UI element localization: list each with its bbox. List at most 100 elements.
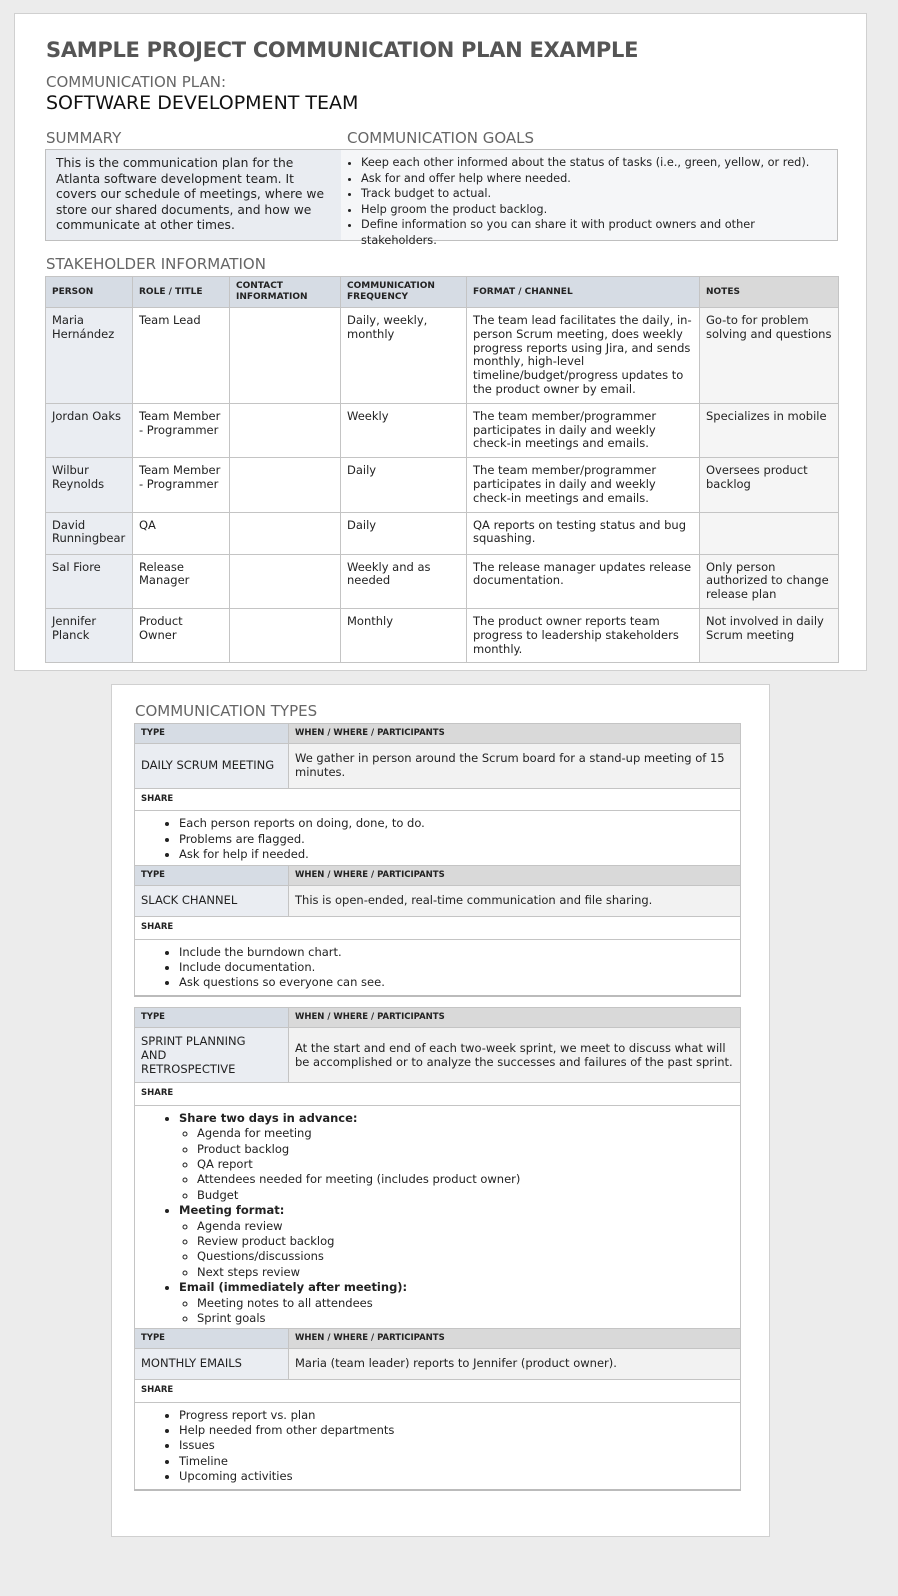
when-cell: Maria (team leader) reports to Jennifer … (288, 1348, 741, 1380)
type-header: TYPE (134, 1328, 289, 1349)
when-cell: We gather in person around the Scrum boa… (288, 743, 741, 789)
share-row: SHARE (134, 787, 741, 812)
share-list: Share two days in advance:Agenda for mee… (179, 1111, 734, 1327)
table-cell (229, 457, 341, 513)
share-group: Meeting format:Agenda reviewReview produ… (179, 1203, 734, 1280)
table-cell (229, 402, 341, 459)
goal-item: Track budget to actual. (361, 186, 829, 202)
share-group: Email (immediately after meeting):Meetin… (179, 1280, 734, 1326)
share-subitem: Product backlog (197, 1142, 734, 1157)
table-cell (229, 553, 341, 609)
type-cell: DAILY SCRUM MEETING (134, 743, 289, 789)
subtitle-label: COMMUNICATION PLAN: (46, 73, 227, 91)
table-row: David Runningbear QA Daily QA reports on te… (45, 511, 839, 555)
share-subitem: Meeting notes to all attendees (197, 1296, 734, 1311)
comm-type-block: TYPE WHEN / WHERE / PARTICIPANTS SPRINT PL… (134, 1007, 741, 1333)
share-item: Issues (179, 1438, 734, 1453)
share-subitem: QA report (197, 1157, 734, 1172)
when-header: WHEN / WHERE / PARTICIPANTS (288, 1328, 741, 1349)
table-cell: Jordan Oaks (45, 402, 133, 459)
when-cell: At the start and end of each two-week sp… (288, 1027, 741, 1083)
table-cell: Wilbur Reynolds (45, 457, 133, 513)
column-header: PERSON (45, 276, 133, 308)
type-row: DAILY SCRUM MEETING We gather in person a… (134, 743, 741, 789)
table-cell: Specializes in mobile (699, 402, 839, 459)
column-header: NOTES (699, 276, 839, 308)
type-header: TYPE (134, 1007, 289, 1028)
table-row: Maria Hernández Team Lead Daily, weekly, m… (45, 307, 839, 404)
share-subitem: Agenda review (197, 1219, 734, 1234)
table-cell: Product Owner (132, 607, 230, 664)
share-list-cell: Include the burndown chart.Include docum… (134, 938, 741, 997)
table-cell: Team Member - Programmer (132, 457, 230, 513)
subtitle: SOFTWARE DEVELOPMENT TEAM (46, 92, 359, 114)
header-row: TYPE WHEN / WHERE / PARTICIPANTS (134, 1007, 741, 1028)
table-cell: The release manager updates release docu… (466, 553, 700, 609)
type-row: SPRINT PLANNING AND RETROSPECTIVE At the … (134, 1027, 741, 1083)
type-cell: MONTHLY EMAILS (134, 1348, 289, 1380)
share-group: Share two days in advance:Agenda for mee… (179, 1111, 734, 1203)
comm-type-block: TYPE WHEN / WHERE / PARTICIPANTS MONTHLY E… (134, 1328, 741, 1491)
share-label: SHARE (134, 915, 741, 940)
share-subitem: Agenda for meeting (197, 1126, 734, 1141)
goal-item: Ask for and offer help where needed. (361, 171, 829, 187)
table-cell: Go-to for problem solving and questions (699, 307, 839, 404)
share-list: Include the burndown chart.Include docum… (179, 945, 734, 991)
when-header: WHEN / WHERE / PARTICIPANTS (288, 1007, 741, 1028)
share-subitem: Review product backlog (197, 1234, 734, 1249)
type-cell: SLACK CHANNEL (134, 885, 289, 917)
type-header: TYPE (134, 723, 289, 744)
stakeholder-table: PERSON ROLE / TITLE CONTACT INFORMATION COM… (45, 276, 839, 664)
share-list-row: Include the burndown chart.Include docum… (134, 938, 741, 997)
header-row: TYPE WHEN / WHERE / PARTICIPANTS (134, 723, 741, 744)
share-subitem: Budget (197, 1188, 734, 1203)
table-cell: The team member/programmer participates … (466, 402, 700, 459)
column-header: ROLE / TITLE (132, 276, 230, 308)
share-label: SHARE (134, 787, 741, 812)
goal-item: Keep each other informed about the statu… (361, 155, 829, 171)
table-cell (699, 511, 839, 555)
share-subitem: Next steps review (197, 1265, 734, 1280)
share-list-row: Share two days in advance:Agenda for mee… (134, 1104, 741, 1333)
column-header: COMMUNICATION FREQUENCY (340, 276, 467, 308)
goals-box: Keep each other informed about the statu… (341, 149, 838, 247)
page-2: COMMUNICATION TYPES TYPE WHEN / WHERE / P… (111, 684, 770, 1537)
table-cell: Sal Fiore (45, 553, 133, 609)
table-cell: Daily (340, 457, 467, 513)
goal-item: Help groom the product backlog. (361, 202, 829, 218)
summary-heading: SUMMARY (46, 129, 122, 147)
table-row: Wilbur Reynolds Team Member - Programmer D… (45, 457, 839, 513)
share-item: Include the burndown chart. (179, 945, 734, 960)
table-cell (229, 307, 341, 404)
comm-type-table: TYPE WHEN / WHERE / PARTICIPANTS SPRINT PL… (134, 1007, 741, 1333)
share-label: SHARE (134, 1082, 741, 1106)
table-cell: The team member/programmer participates … (466, 457, 700, 513)
goals-list: Keep each other informed about the statu… (349, 155, 829, 248)
share-item: Progress report vs. plan (179, 1408, 734, 1423)
when-cell: This is open-ended, real-time communicat… (288, 885, 741, 917)
share-item: Problems are flagged. (179, 832, 734, 847)
table-cell: Only person authorized to change release… (699, 553, 839, 609)
goals-heading: COMMUNICATION GOALS (347, 129, 535, 147)
goal-item: Define information so you can share it w… (361, 217, 829, 248)
when-header: WHEN / WHERE / PARTICIPANTS (288, 865, 741, 886)
share-group-label: Meeting format: (179, 1203, 285, 1218)
table-cell: Monthly (340, 607, 467, 664)
table-cell: Oversees product backlog (699, 457, 839, 513)
table-row: Sal Fiore Release Manager Weekly and as ne… (45, 553, 839, 609)
share-row: SHARE (134, 1378, 741, 1403)
share-list-cell: Each person reports on doing, done, to d… (134, 810, 741, 869)
share-item: Ask for help if needed. (179, 847, 734, 862)
table-cell: Maria Hernández (45, 307, 133, 404)
share-sublist: Agenda for meetingProduct backlogQA repo… (179, 1126, 734, 1203)
table-cell: Weekly (340, 402, 467, 459)
table-cell (229, 607, 341, 664)
share-list-cell: Share two days in advance:Agenda for mee… (134, 1104, 741, 1333)
table-cell: Team Lead (132, 307, 230, 404)
table-cell: Weekly and as needed (340, 553, 467, 609)
share-item: Timeline (179, 1454, 734, 1469)
table-cell: QA reports on testing status and bug squ… (466, 511, 700, 555)
table-cell: Daily (340, 511, 467, 555)
share-list: Progress report vs. planHelp needed from… (179, 1408, 734, 1485)
share-sublist: Meeting notes to all attendeesSprint goa… (179, 1296, 734, 1327)
